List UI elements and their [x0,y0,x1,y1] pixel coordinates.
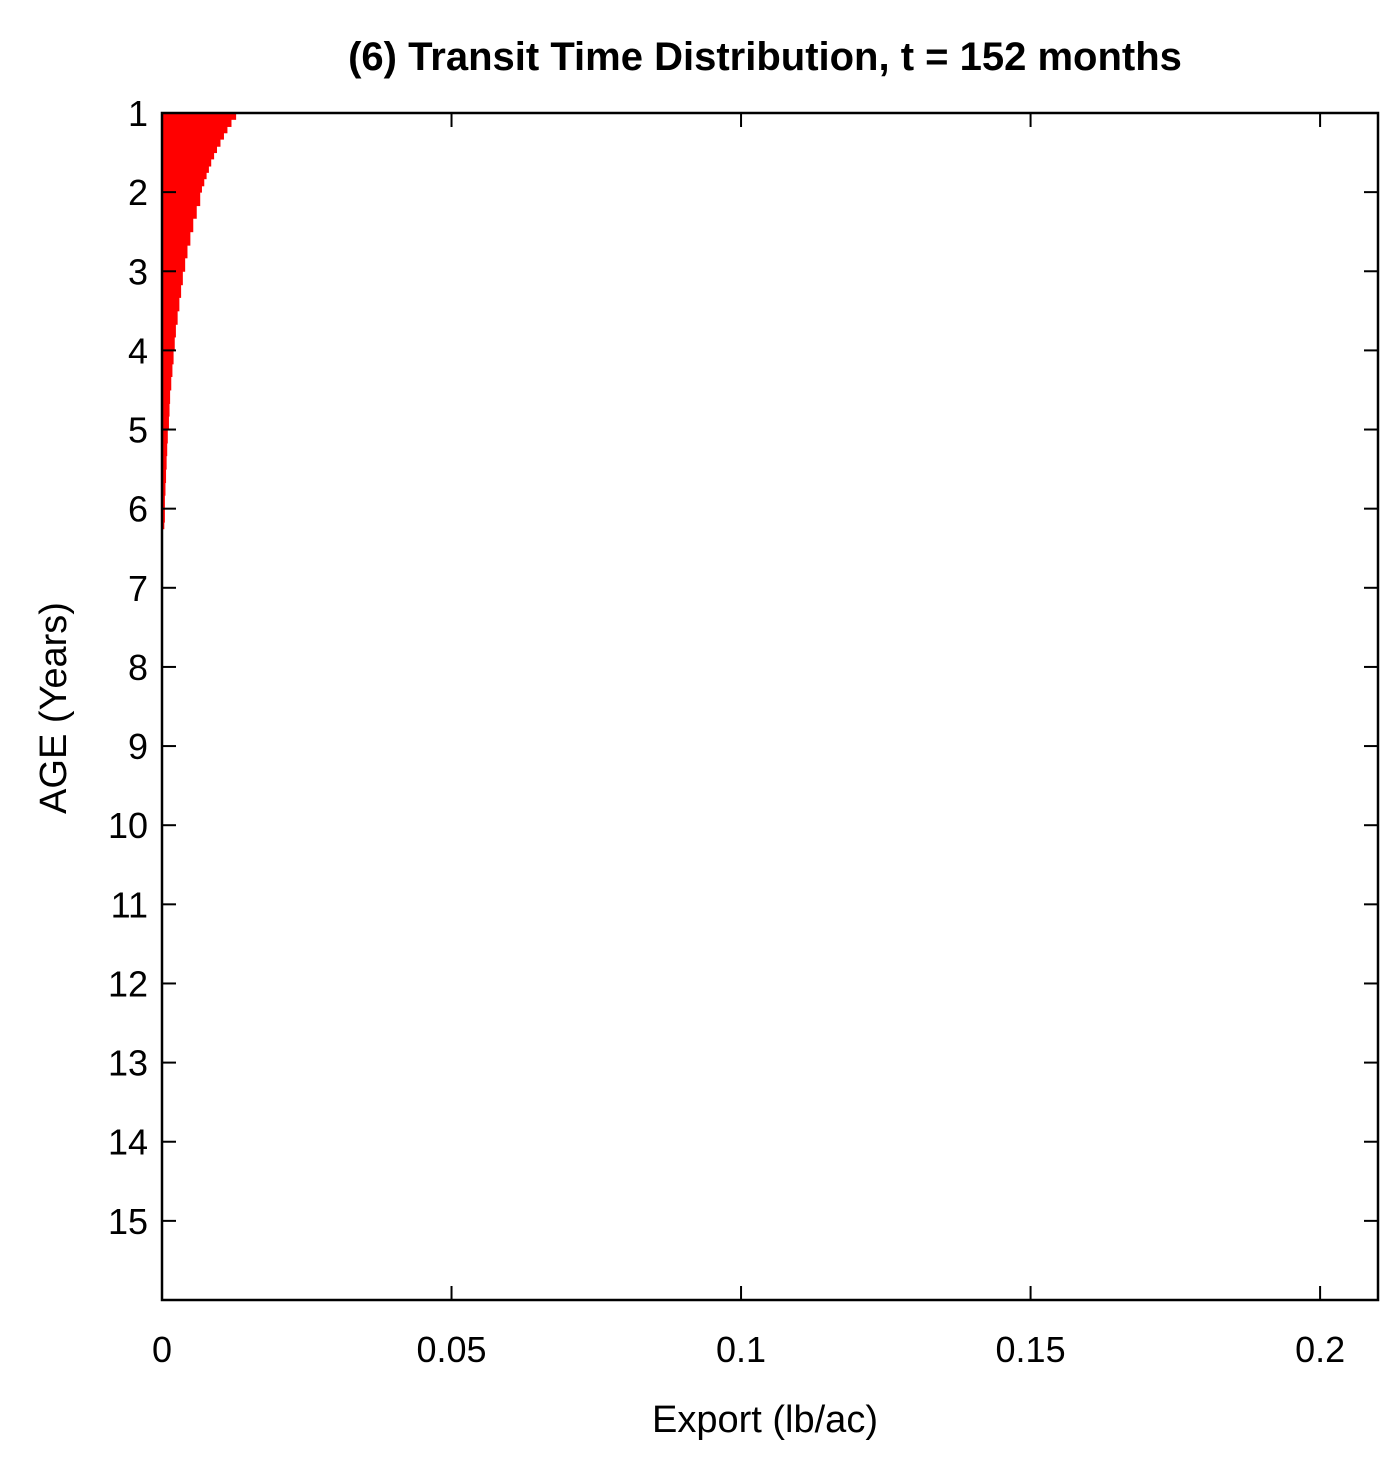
bar [162,231,191,246]
bar [162,389,171,404]
bar [162,126,228,134]
bar [162,205,197,219]
bar [162,310,178,325]
bar [162,245,188,259]
y-tick-label: 4 [128,330,148,371]
bar [162,113,237,120]
bar [162,455,167,470]
y-tick-label: 6 [128,489,148,530]
bar [162,146,218,154]
bar [162,271,183,286]
x-tick-label: 0.05 [416,1329,486,1370]
x-tick-label: 0 [152,1329,172,1370]
x-tick-label: 0.1 [716,1329,766,1370]
bar [162,166,209,173]
bar [162,152,215,160]
bar [162,297,180,312]
y-tick-label: 13 [108,1043,148,1084]
y-tick-label: 9 [128,726,148,767]
y-tick-label: 12 [108,963,148,1004]
y-tick-label: 8 [128,647,148,688]
bar [162,218,194,233]
x-axis-label: Export (lb/ac) [652,1399,878,1441]
bar [162,192,201,207]
plot-frame [160,111,1380,1302]
y-tick-label: 15 [108,1201,148,1242]
bar [162,139,221,147]
bar [162,336,175,351]
bar [162,185,202,193]
bar [162,172,207,180]
bar [162,119,232,127]
bar [162,350,174,365]
y-tick-label: 7 [128,568,148,609]
y-tick-label: 14 [108,1122,148,1163]
bar [162,508,165,523]
axis-ticks [161,112,1378,1300]
x-tick-label: 0.2 [1295,1329,1345,1370]
bar [162,403,170,417]
bar [162,363,173,378]
bar-series [162,113,237,530]
bar [162,376,172,391]
y-tick-label: 3 [128,251,148,292]
bar [162,284,182,298]
bar [162,442,168,457]
bar [162,416,169,431]
bar [162,132,224,140]
y-tick-label: 10 [108,805,148,846]
y-tick-label: 1 [128,93,148,134]
bar [162,482,166,496]
x-tick-label: 0.15 [996,1329,1066,1370]
bar [162,429,168,444]
bar [162,469,167,484]
x-tick-labels: 0 0.05 0.1 0.15 0.2 [152,1329,1345,1370]
y-tick-label: 2 [128,172,148,213]
bar [162,257,186,272]
bar [162,178,205,187]
bar [162,495,165,510]
y-tick-label: 5 [128,410,148,451]
y-tick-label: 11 [111,884,148,925]
bar [162,158,212,167]
chart-title: (6) Transit Time Distribution, t = 152 m… [348,35,1182,79]
y-axis-label: AGE (Years) [33,602,75,814]
bar [162,324,176,338]
